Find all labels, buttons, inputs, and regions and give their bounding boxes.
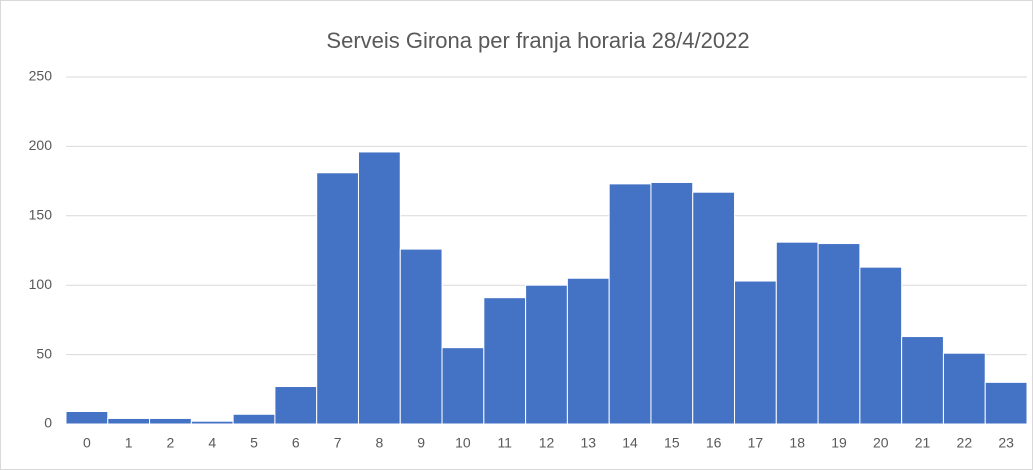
x-tick-label: 18 [789, 435, 805, 451]
x-tick-label: 17 [748, 435, 764, 451]
bar [566, 277, 610, 425]
bar [316, 172, 359, 425]
bar [107, 417, 151, 425]
x-tick-label: 1 [125, 435, 133, 451]
x-tick-label: 19 [831, 435, 847, 451]
x-tick-label: 22 [957, 435, 973, 451]
y-tick-label: 150 [29, 207, 53, 223]
bar [692, 191, 736, 425]
bar [525, 284, 568, 425]
bar [483, 297, 527, 425]
bar [817, 243, 861, 425]
chart-title: Serveis Girona per franja horaria 28/4/2… [326, 28, 749, 53]
y-tick-label: 0 [44, 415, 52, 431]
bar [650, 181, 694, 425]
x-tick-label: 8 [375, 435, 383, 451]
bar [734, 280, 777, 425]
bar [608, 183, 652, 425]
x-tick-label: 9 [417, 435, 425, 451]
x-tick-label: 14 [622, 435, 638, 451]
x-tick-label: 6 [292, 435, 300, 451]
x-tick-label: 4 [208, 435, 216, 451]
y-tick-label: 100 [29, 276, 53, 292]
bar [775, 241, 819, 425]
bar [357, 151, 401, 425]
x-tick-label: 16 [706, 435, 722, 451]
x-tick-label: 5 [250, 435, 258, 451]
bar [149, 417, 192, 425]
bar [399, 248, 443, 425]
bar [859, 266, 903, 425]
bar [441, 347, 485, 425]
x-tick-label: 7 [334, 435, 342, 451]
y-tick-label: 250 [29, 68, 53, 84]
x-tick-label: 13 [580, 435, 596, 451]
x-tick-label: 20 [873, 435, 889, 451]
bar [65, 411, 109, 425]
x-tick-label: 12 [539, 435, 555, 451]
y-tick-label: 200 [29, 137, 53, 153]
x-tick-label: 15 [664, 435, 680, 451]
x-tick-label: 11 [497, 435, 512, 451]
x-tick-label: 0 [83, 435, 91, 451]
x-tick-label: 2 [167, 435, 175, 451]
bar [984, 381, 1028, 425]
bar [190, 420, 234, 425]
bar [232, 413, 276, 425]
y-tick-label: 50 [36, 345, 52, 361]
x-tick-label: 10 [455, 435, 471, 451]
x-tick-label: 21 [915, 435, 931, 451]
bar [942, 352, 986, 425]
x-tick-label: 23 [998, 435, 1014, 451]
bar [274, 386, 318, 425]
bar [901, 336, 944, 425]
